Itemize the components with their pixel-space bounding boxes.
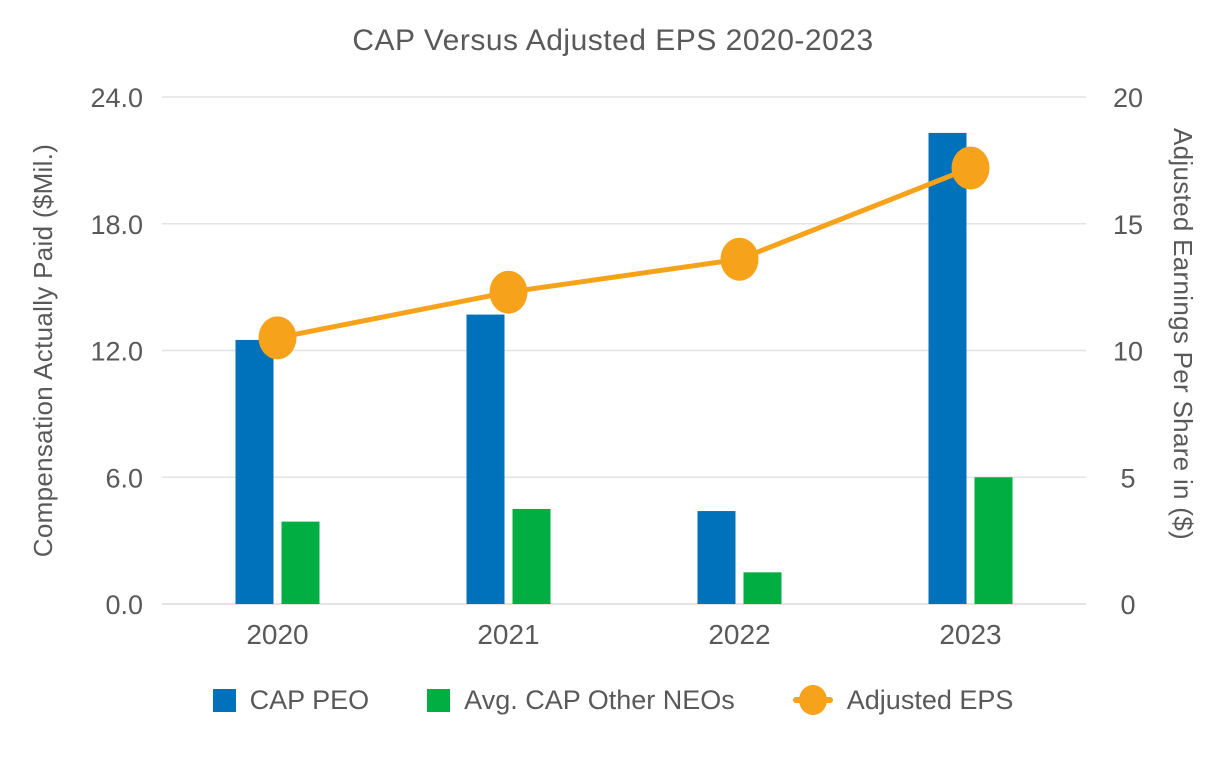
x-axis-label-2023: 2023	[939, 619, 1001, 650]
eps-marker-2022	[720, 237, 759, 281]
legend-label-cap-peo: CAP PEO	[249, 684, 370, 715]
legend-label-adjusted-eps: Adjusted EPS	[846, 684, 1014, 715]
bar-avg-cap-other-neos-2020	[281, 521, 320, 604]
x-axis-label-2022: 2022	[708, 619, 770, 650]
bar-avg-cap-other-neos-2021	[512, 508, 551, 604]
legend-line-marker-icon	[792, 684, 833, 716]
chart-title: CAP Versus Adjusted EPS 2020-2023	[352, 24, 874, 57]
right-axis-tick-label: 20	[1113, 83, 1143, 113]
legend-swatch-cap-peo-icon	[212, 688, 236, 712]
eps-line	[277, 165, 972, 341]
left-axis-tick-label: 12.0	[90, 337, 143, 367]
legend-item-avg-cap-other-neos: Avg. CAP Other NEOs	[427, 685, 735, 716]
bar-avg-cap-other-neos-2023	[974, 477, 1013, 604]
right-axis-tick-label: 5	[1120, 463, 1135, 493]
left-axis-tick-label: 18.0	[90, 210, 143, 240]
left-axis-tick-label: 6.0	[105, 463, 143, 493]
legend-item-adjusted-eps: Adjusted EPS	[792, 684, 1014, 716]
legend: CAP PEO Avg. CAP Other NEOs Adjusted EPS	[0, 676, 1226, 724]
x-axis-label-2020: 2020	[246, 619, 308, 650]
right-axis-title: Adjusted Earnings Per Share in ($)	[1168, 128, 1198, 540]
left-axis-tick-label: 0.0	[105, 590, 143, 620]
right-axis-tick-label: 0	[1120, 590, 1135, 620]
bar-cap-peo-2020	[235, 339, 274, 604]
right-axis-tick-label: 10	[1113, 337, 1143, 367]
bar-cap-peo-2021	[466, 314, 505, 604]
eps-marker-2023	[951, 146, 990, 190]
x-axis-label-2021: 2021	[477, 619, 539, 650]
bar-avg-cap-other-neos-2022	[743, 572, 782, 604]
bar-cap-peo-2022	[697, 511, 736, 604]
left-axis-tick-label: 24.0	[90, 83, 143, 113]
eps-marker-2021	[489, 270, 528, 314]
legend-item-cap-peo: CAP PEO	[212, 684, 370, 716]
left-axis-title: Compensation Actually Paid ($Mil.)	[28, 144, 58, 557]
right-axis-tick-label: 15	[1113, 210, 1143, 240]
eps-marker-2020	[258, 316, 297, 360]
bar-cap-peo-2023	[928, 132, 967, 604]
legend-label-avg-cap-other-neos: Avg. CAP Other NEOs	[464, 684, 735, 715]
legend-swatch-avg-cap-other-neos-icon	[427, 688, 451, 712]
